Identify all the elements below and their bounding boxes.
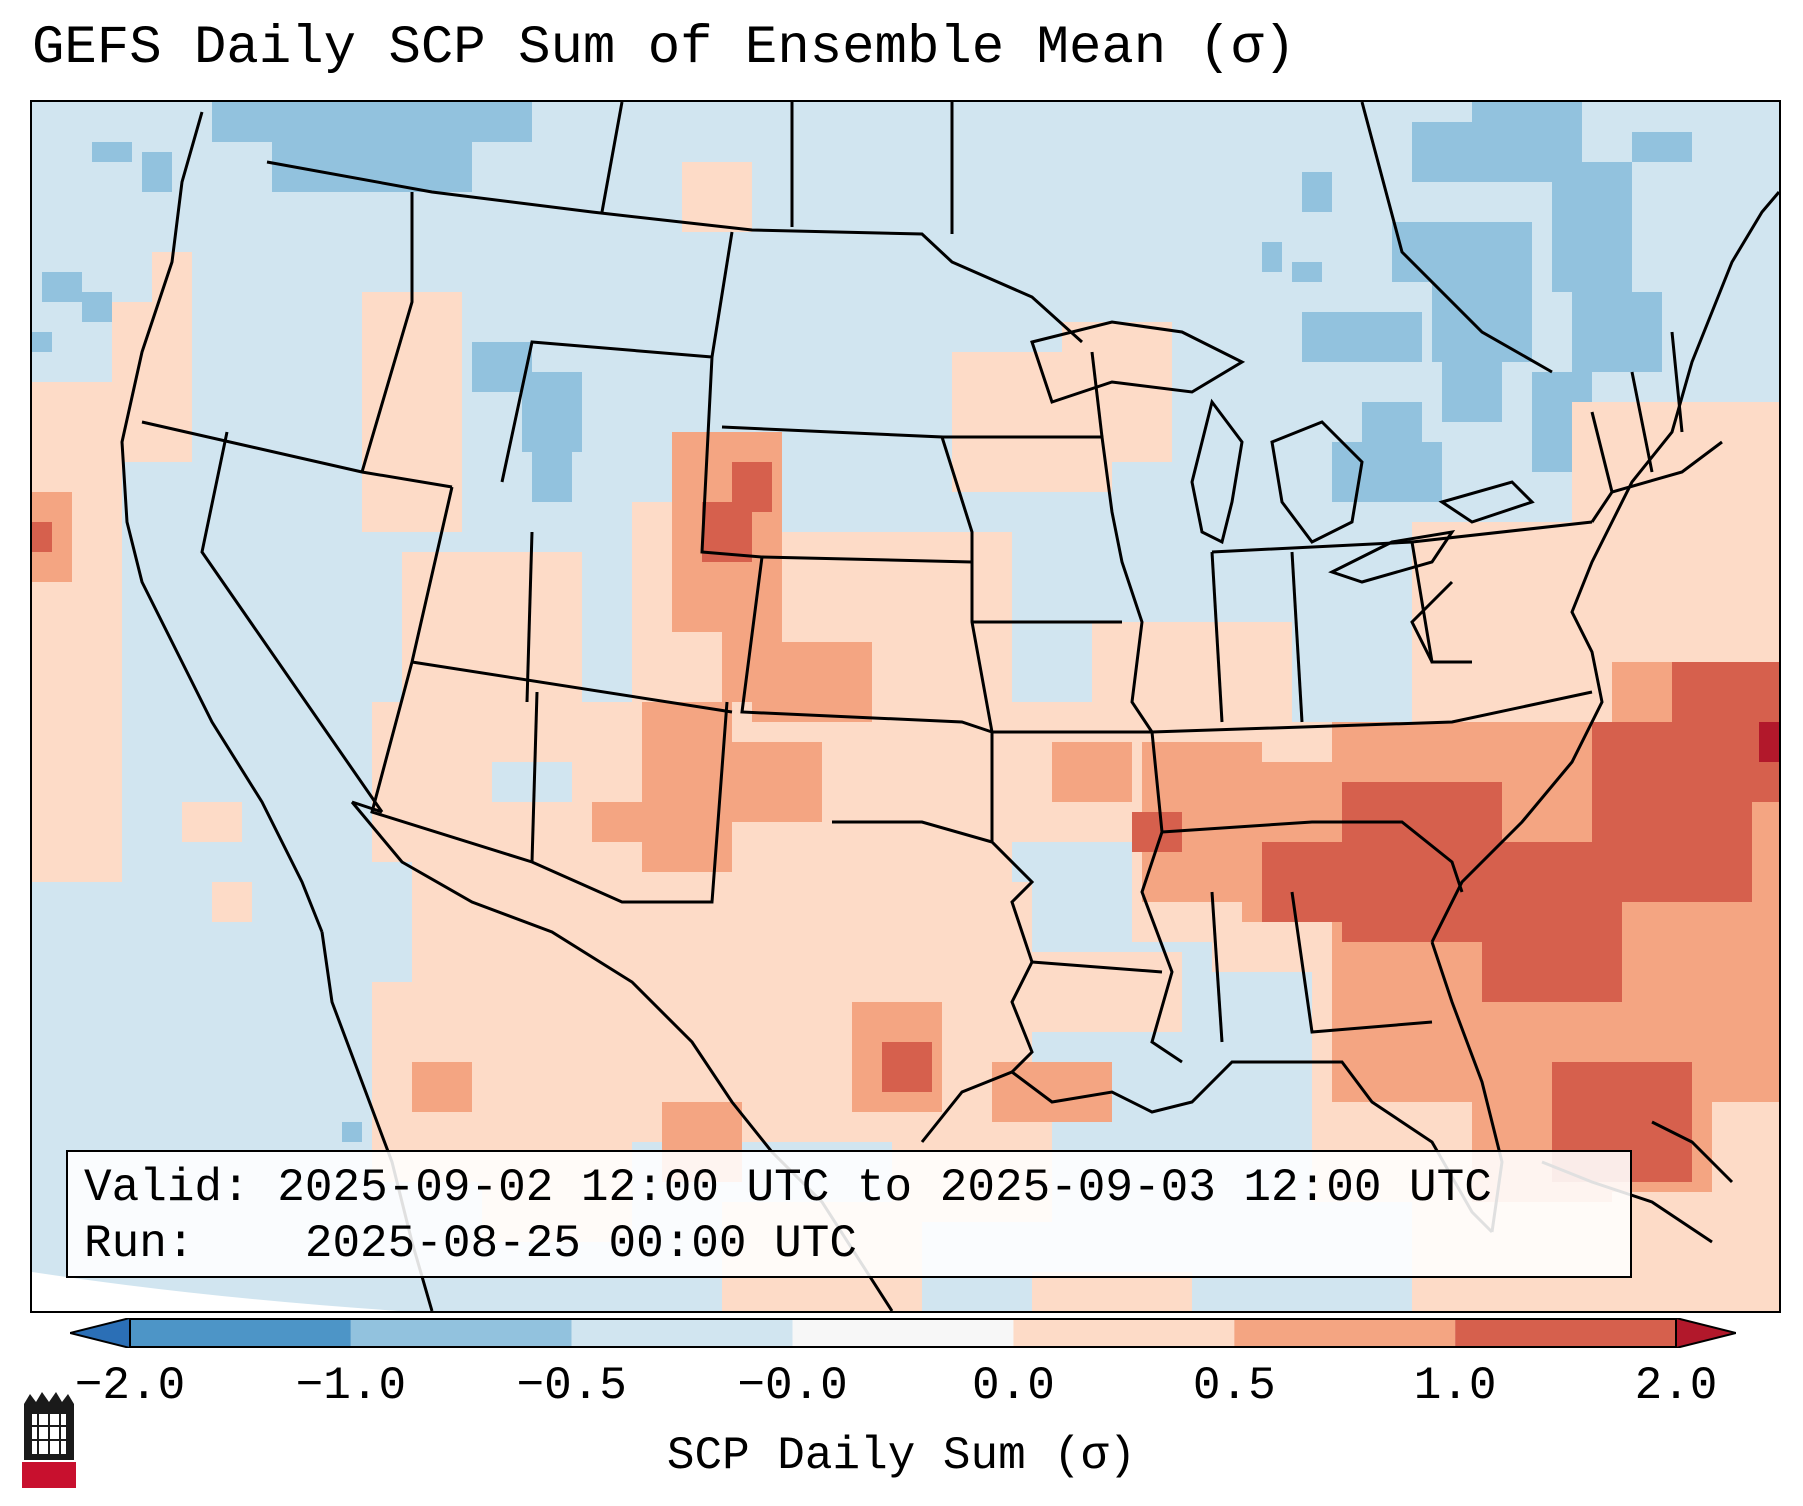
colorbar-tick-label: −0.5 bbox=[516, 1360, 627, 1412]
lake-erie bbox=[1328, 529, 1456, 584]
map-title: GEFS Daily SCP Sum of Ensemble Mean (σ) bbox=[32, 18, 1296, 79]
colorbar-extend-high bbox=[1675, 1318, 1736, 1348]
colorbar-tick-label: 2.0 bbox=[1634, 1360, 1718, 1412]
colorbar-bin bbox=[130, 1319, 351, 1347]
strong-positive-anomaly-areas bbox=[32, 462, 1779, 1182]
run-value: 2025-08-25 00:00 UTC bbox=[304, 1218, 857, 1270]
colorbar-label: SCP Daily Sum (σ) bbox=[666, 1430, 1137, 1482]
colorbar-bin bbox=[571, 1319, 793, 1347]
valid-run-info-box: Valid: 2025-09-02 12:00 UTC to 2025-09-0… bbox=[66, 1150, 1632, 1278]
border-ca-nv bbox=[200, 431, 384, 813]
east-coast bbox=[1430, 191, 1779, 943]
negative-anomaly-areas bbox=[32, 102, 1692, 1142]
colorbar bbox=[70, 1318, 1736, 1348]
run-label: Run: bbox=[84, 1218, 195, 1270]
colorbar-bin bbox=[350, 1319, 572, 1347]
map-panel bbox=[30, 100, 1781, 1313]
lake-michigan bbox=[1190, 398, 1244, 545]
us-canada-border bbox=[266, 160, 1084, 344]
colorbar-segments bbox=[70, 1318, 1736, 1348]
colorbar-bin bbox=[792, 1319, 1014, 1347]
colorbar-outline bbox=[129, 1318, 1677, 1348]
colorbar-tick-label: −0.0 bbox=[737, 1360, 848, 1412]
valid-value: 2025-09-02 12:00 UTC to 2025-09-03 12:00… bbox=[277, 1162, 1492, 1214]
colorbar-ticks: −2.0 −1.0 −0.5 −0.0 0.0 0.5 1.0 2.0 bbox=[0, 1360, 1803, 1420]
colorbar-bin bbox=[1455, 1319, 1676, 1347]
colorbar-tick-label: −1.0 bbox=[295, 1360, 407, 1412]
lake-ontario bbox=[1438, 480, 1535, 524]
colorbar-extend-low bbox=[70, 1318, 131, 1348]
colorbar-tick-label: 0.0 bbox=[972, 1360, 1055, 1412]
gulf-coast bbox=[920, 1060, 1494, 1234]
colorbar-bin bbox=[1234, 1319, 1456, 1347]
west-coast bbox=[120, 111, 324, 933]
colorbar-tick-label: 0.5 bbox=[1192, 1360, 1276, 1412]
projection-edge-left bbox=[32, 1272, 400, 1311]
colorbar-bin bbox=[1013, 1319, 1235, 1347]
boundary-lines bbox=[120, 102, 1779, 1311]
extreme-positive-anomaly-areas bbox=[1759, 722, 1779, 762]
lake-huron bbox=[1270, 420, 1364, 544]
valid-label: Valid: bbox=[84, 1162, 250, 1214]
valid-row: Valid: 2025-09-02 12:00 UTC to 2025-09-0… bbox=[84, 1160, 1630, 1216]
colorbar-tick-label: −2.0 bbox=[74, 1360, 186, 1412]
run-row: Run: 2025-08-25 00:00 UTC bbox=[84, 1216, 1630, 1272]
colorbar-tick-label: 1.0 bbox=[1413, 1360, 1497, 1412]
lake-superior bbox=[1030, 320, 1246, 404]
scp-map bbox=[32, 102, 1779, 1311]
niu-logo-icon bbox=[22, 1392, 76, 1488]
